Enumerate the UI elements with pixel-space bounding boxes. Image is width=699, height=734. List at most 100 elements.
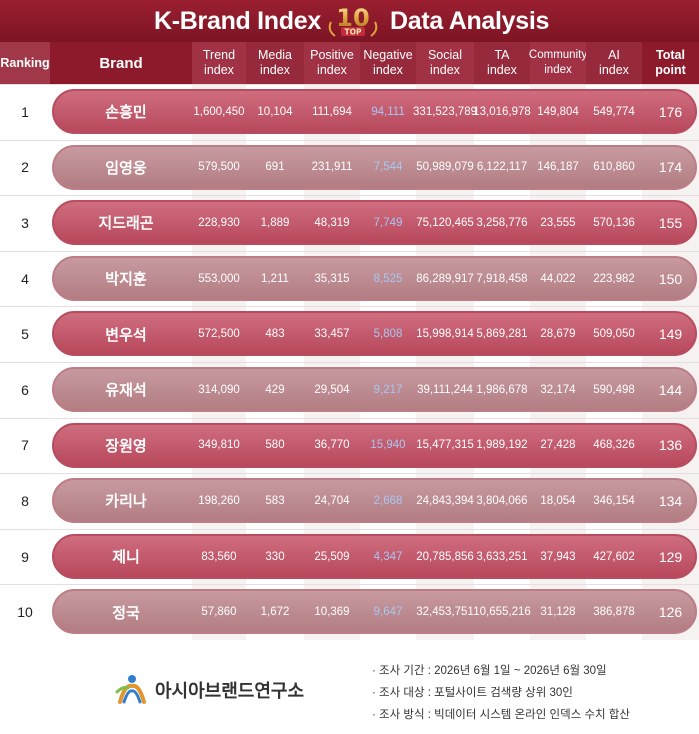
social-value: 331,523,789 (413, 105, 477, 118)
negative-value: 94,111 (371, 105, 405, 118)
table-row: 1 손흥민 1,600,450 10,104 111,694 94,111 331,523,… (0, 84, 699, 140)
negative-value: 8,525 (373, 272, 403, 285)
table-row: 9 제니 83,560 330 25,509 4,347 20,785,856 3,633,2… (0, 529, 699, 585)
row-pill (52, 200, 697, 246)
brand-name: 손흥민 (105, 104, 147, 122)
table-row: 7 장원영 349,810 580 36,770 15,940 15,477,315 1,98… (0, 418, 699, 474)
row-pill (52, 255, 697, 301)
row-divider (0, 250, 699, 252)
rank-number: 10 (17, 604, 33, 621)
rank-number: 1 (21, 103, 29, 120)
trend-value: 198,260 (198, 494, 240, 507)
rank-number: 6 (21, 381, 29, 398)
header-brand: Brand (99, 54, 143, 72)
row-divider (0, 362, 699, 363)
ai-value: 223,982 (593, 272, 635, 285)
media-value: 330 (265, 550, 285, 563)
negative-value: 5,808 (373, 328, 403, 341)
community-value: 23,555 (540, 216, 576, 229)
total-value: 176 (658, 103, 683, 120)
positive-value: 33,457 (314, 328, 350, 341)
ta-value: 3,804,066 (476, 494, 528, 507)
title-bar: K-Brand Index 10 TOP Data Analysis (0, 0, 699, 42)
ai-value: 570,136 (593, 216, 635, 229)
media-value: 1,889 (260, 216, 290, 229)
community-value: 18,054 (540, 494, 576, 507)
survey-target: · 조사 대상 : 포털사이트 검색량 상위 30인 (372, 687, 573, 699)
ta-value: 7,918,458 (476, 272, 528, 285)
row-divider (0, 139, 699, 141)
total-value: 150 (658, 270, 683, 287)
row-divider (0, 473, 699, 475)
ta-value: 10,655,216 (473, 606, 531, 619)
table-body: 1 손흥민 1,600,450 10,104 111,694 94,111 331,523,… (0, 84, 699, 640)
community-value: 27,428 (540, 439, 576, 452)
header-negative: Negative index (360, 42, 416, 84)
trend-value: 57,860 (201, 606, 237, 619)
row-pill (52, 367, 697, 412)
ta-value: 1,986,678 (476, 383, 528, 396)
positive-value: 35,315 (314, 272, 350, 285)
negative-value: 7,544 (373, 161, 403, 174)
header-ai: AI index (586, 42, 642, 84)
brand-name: 박지훈 (105, 271, 147, 289)
institute-logo-icon (115, 675, 146, 704)
rank-number: 5 (21, 326, 29, 343)
social-value: 20,785,856 (416, 550, 474, 563)
total-value: 134 (658, 492, 683, 509)
row-pill (52, 478, 697, 524)
negative-value: 4,347 (373, 550, 403, 563)
header-positive: Positive index (304, 42, 360, 84)
header-social: Social index (416, 42, 474, 84)
table-row: 3 지드래곤 228,930 1,889 48,319 7,749 75,120,465 3,… (0, 195, 699, 251)
row-pill (52, 589, 697, 635)
total-value: 144 (658, 381, 683, 398)
survey-period: · 조사 기간 : 2026년 6월 1일 ~ 2026년 6월 30일 (372, 665, 607, 677)
negative-value: 15,940 (370, 439, 406, 452)
header-ta: TA index (474, 42, 530, 84)
media-value: 583 (265, 494, 285, 507)
trend-value: 553,000 (198, 272, 240, 285)
ta-value: 5,869,281 (476, 328, 528, 341)
top10-badge-icon: 10 TOP (328, 4, 378, 37)
trend-value: 83,560 (201, 550, 237, 563)
row-divider (0, 306, 699, 308)
brand-name: 임영웅 (105, 159, 147, 177)
ta-value: 3,633,251 (476, 550, 528, 563)
header-trend: Trend index (192, 42, 246, 84)
row-pill (52, 422, 697, 468)
brand-name: 장원영 (105, 437, 147, 455)
trend-value: 579,500 (198, 161, 240, 174)
social-value: 15,998,914 (416, 328, 474, 341)
trend-value: 572,500 (198, 328, 240, 341)
positive-value: 36,770 (314, 439, 350, 452)
social-value: 39,111,244 (417, 383, 473, 396)
brand-name: 카리나 (105, 493, 147, 511)
positive-value: 48,319 (314, 216, 350, 229)
total-value: 149 (658, 326, 683, 343)
negative-value: 2,668 (373, 494, 403, 507)
table-row: 8 카리나 198,260 583 24,704 2,668 24,843,394 3,804… (0, 473, 699, 529)
social-value: 75,120,465 (416, 216, 474, 229)
social-value: 50,989,079 (416, 161, 474, 174)
media-value: 1,672 (260, 606, 290, 619)
title-right: Data Analysis (390, 7, 550, 35)
ai-value: 427,602 (593, 550, 635, 563)
trend-value: 314,090 (198, 383, 240, 396)
social-value: 24,843,394 (416, 494, 474, 507)
media-value: 580 (265, 439, 285, 452)
header-row: Ranking Brand Trend index Media index Posi… (0, 42, 699, 84)
header-total: Total point (655, 48, 686, 77)
row-divider (0, 195, 699, 197)
rank-number: 7 (21, 437, 29, 454)
table-row: 10 정국 57,860 1,672 10,369 9,647 32,453,751 10,6… (0, 584, 699, 640)
ai-value: 468,326 (593, 439, 635, 452)
community-value: 31,128 (540, 606, 576, 619)
ai-value: 610,860 (593, 161, 635, 174)
total-value: 174 (658, 159, 683, 176)
brand-name: 제니 (112, 549, 140, 567)
negative-value: 9,217 (373, 383, 403, 396)
header-ranking: Ranking (0, 42, 50, 84)
positive-value: 231,911 (311, 161, 353, 174)
row-divider (0, 584, 699, 586)
